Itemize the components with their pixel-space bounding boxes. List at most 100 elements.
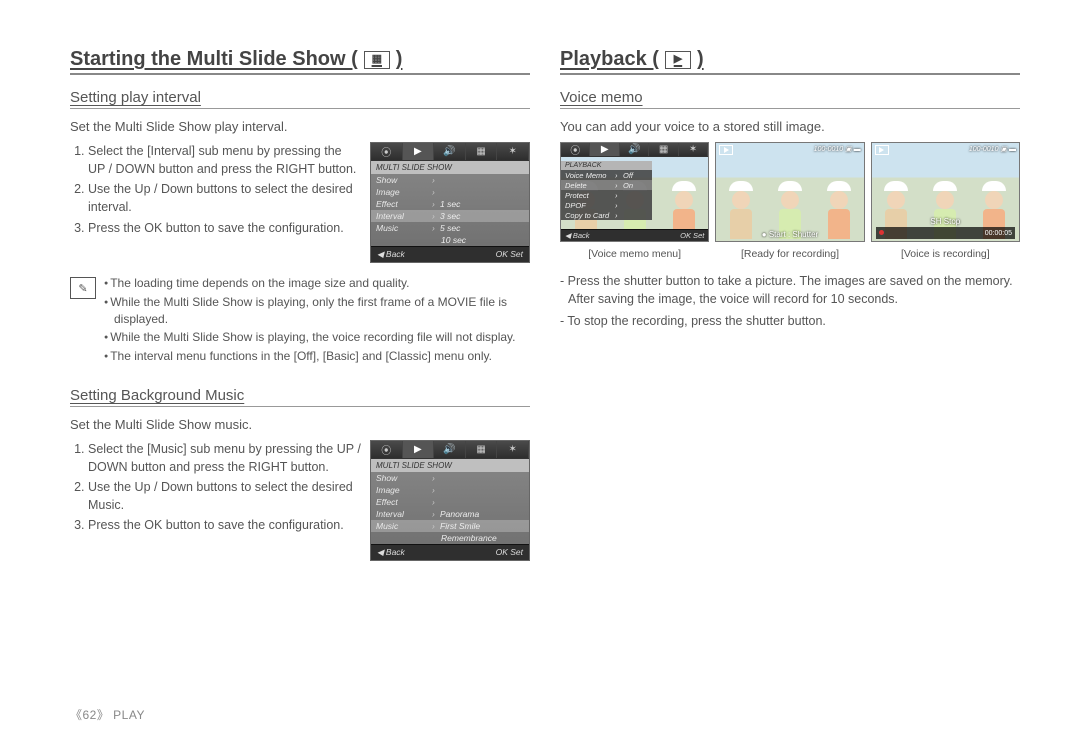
camera-menu-row: Protect› xyxy=(561,190,652,200)
footer-ok: OK Set xyxy=(496,547,523,558)
recording-bar: 00:00:05 xyxy=(876,227,1015,239)
rec-stop-label: SH Stop xyxy=(872,217,1019,226)
tab-icon: 🔊 xyxy=(620,143,649,156)
camera-menu-music: ⦿ ▶ 🔊 ▦ ✶ MULTI SLIDE SHOW Show› Image› … xyxy=(370,440,530,561)
record-dot-icon xyxy=(879,230,884,235)
left-title-close: ) xyxy=(396,48,403,71)
camera-menu-interval: ⦿ ▶ 🔊 ▦ ✶ MULTI SLIDE SHOW Show› Image› … xyxy=(370,142,530,263)
tab-icon: ▦ xyxy=(466,441,498,458)
tab-icon: ⦿ xyxy=(561,143,590,156)
camera-menu-row: Image› xyxy=(371,186,529,198)
camera-menu-row: 10 sec xyxy=(371,234,529,246)
tab-icon: ▦ xyxy=(466,143,498,160)
right-title-text: Playback ( xyxy=(560,48,659,71)
section-intro-voicememo: You can add your voice to a stored still… xyxy=(560,119,1020,134)
manual-page: Starting the Multi Slide Show ( ▦ ) Sett… xyxy=(0,0,1080,603)
camera-menu-row: Show› xyxy=(371,174,529,186)
tab-icon: ⦿ xyxy=(371,441,403,458)
play-mode-icon xyxy=(875,145,889,155)
section-heading-voicememo: Voice memo xyxy=(560,89,1020,109)
camera-menu-row: Interval›Panorama xyxy=(371,508,529,520)
right-title-close: ) xyxy=(697,48,704,71)
footer-back: ◀ Back xyxy=(377,249,405,260)
camera-menu-header: MULTI SLIDE SHOW xyxy=(371,161,529,174)
left-title-text: Starting the Multi Slide Show ( xyxy=(70,48,358,71)
interval-steps-row: Select the [Interval] sub menu by pressi… xyxy=(70,142,530,263)
interval-steps: Select the [Interval] sub menu by pressi… xyxy=(70,142,362,239)
camera-tabs: ⦿ ▶ 🔊 ▦ ✶ xyxy=(371,143,529,161)
playback-menu: PLAYBACK Voice Memo›Off Delete›On Protec… xyxy=(561,161,652,220)
music-steps: Select the [Music] sub menu by pressing … xyxy=(70,440,362,537)
camera-menu-footer: ◀ Back OK Set xyxy=(371,544,529,560)
camera-menu-list: Show› Image› Effect› Interval›Panorama M… xyxy=(371,472,529,544)
playback-icon: ▶ xyxy=(665,51,691,69)
right-main-title: Playback ( ▶ ) xyxy=(560,48,1020,75)
right-column: Playback ( ▶ ) Voice memo You can add yo… xyxy=(560,48,1020,573)
list-item: Press the OK button to save the configur… xyxy=(88,516,362,534)
footer-back: ◀ Back xyxy=(565,231,590,240)
caption: [Ready for recording] xyxy=(715,248,864,260)
footer-ok: OK Set xyxy=(680,231,704,240)
note-box: ✎ The loading time depends on the image … xyxy=(70,275,530,367)
list-item: The loading time depends on the image si… xyxy=(104,275,530,292)
multi-slide-icon: ▦ xyxy=(364,51,390,69)
camera-menu-row: Remembrance xyxy=(371,532,529,544)
camera-menu-row: DPOF› xyxy=(561,200,652,210)
camera-tabs: ⦿ ▶ 🔊 ▦ ✶ xyxy=(561,143,708,157)
section-intro-interval: Set the Multi Slide Show play interval. xyxy=(70,119,530,134)
tab-icon: ✶ xyxy=(679,143,708,156)
left-main-title: Starting the Multi Slide Show ( ▦ ) xyxy=(70,48,530,75)
camera-menu-row: Voice Memo›Off xyxy=(561,170,652,180)
tab-icon: ✶ xyxy=(497,143,529,160)
tab-icon: ▦ xyxy=(649,143,678,156)
camera-menu-row: Image› xyxy=(371,484,529,496)
tab-icon: ⦿ xyxy=(371,143,403,160)
tab-icon: ▶ xyxy=(590,143,619,156)
camera-menu-footer: ◀ Back OK Set xyxy=(561,229,708,241)
list-item: While the Multi Slide Show is playing, o… xyxy=(104,294,530,328)
caption-row: [Voice memo menu] [Ready for recording] … xyxy=(560,248,1020,260)
body-paragraph: - Press the shutter button to take a pic… xyxy=(560,272,1020,308)
footer-back: ◀ Back xyxy=(377,547,405,558)
camera-menu-header: MULTI SLIDE SHOW xyxy=(371,459,529,472)
camera-menu-footer: ◀ Back OK Set xyxy=(371,246,529,262)
tab-icon: ▶ xyxy=(403,441,435,458)
camera-tabs: ⦿ ▶ 🔊 ▦ ✶ xyxy=(371,441,529,459)
section-heading-music: Setting Background Music xyxy=(70,387,530,407)
camera-menu-row: Music›5 sec xyxy=(371,222,529,234)
note-list: The loading time depends on the image si… xyxy=(104,275,530,367)
playback-menu-header: PLAYBACK xyxy=(561,161,652,170)
list-item: Select the [Music] sub menu by pressing … xyxy=(88,440,362,476)
list-item: Use the Up / Down buttons to select the … xyxy=(88,478,362,514)
list-item: Select the [Interval] sub menu by pressi… xyxy=(88,142,362,178)
tab-icon: 🔊 xyxy=(434,441,466,458)
caption: [Voice is recording] xyxy=(871,248,1020,260)
section-intro-music: Set the Multi Slide Show music. xyxy=(70,417,530,432)
camera-menu-row-selected: Delete›On xyxy=(561,180,652,190)
screenshot-voice-recording: 100-0010 ▣ ▬ 00:00:05 SH Stop xyxy=(871,142,1020,242)
camera-menu-row: Show› xyxy=(371,472,529,484)
screenshot-ready-recording: 100-0010 ▣ ▬ ● Start : Shutter xyxy=(715,142,864,242)
footer-ok: OK Set xyxy=(496,249,523,260)
note-icon: ✎ xyxy=(70,277,96,299)
list-item: While the Multi Slide Show is playing, t… xyxy=(104,329,530,346)
camera-menu-row-selected: Interval›3 sec xyxy=(371,210,529,222)
play-mode-icon xyxy=(719,145,733,155)
screenshot-voice-memo-menu: ⦿ ▶ 🔊 ▦ ✶ PLAYBACK Voice Memo›Off Delete… xyxy=(560,142,709,242)
tab-icon: 🔊 xyxy=(434,143,466,160)
camera-menu-list: Show› Image› Effect›1 sec Interval›3 sec… xyxy=(371,174,529,246)
left-column: Starting the Multi Slide Show ( ▦ ) Sett… xyxy=(70,48,530,573)
list-item: Press the OK button to save the configur… xyxy=(88,219,362,237)
tab-icon: ▶ xyxy=(403,143,435,160)
file-indicator: 100-0010 ▣ ▬ xyxy=(969,145,1016,153)
page-footer: 《62》 PLAY xyxy=(70,706,145,723)
music-steps-row: Select the [Music] sub menu by pressing … xyxy=(70,440,530,561)
photo-row: ⦿ ▶ 🔊 ▦ ✶ PLAYBACK Voice Memo›Off Delete… xyxy=(560,142,1020,242)
body-paragraph: - To stop the recording, press the shutt… xyxy=(560,312,1020,330)
tab-icon: ✶ xyxy=(497,441,529,458)
section-heading-interval: Setting play interval xyxy=(70,89,530,109)
ready-label: ● Start : Shutter xyxy=(716,230,863,239)
file-indicator: 100-0010 ▣ ▬ xyxy=(814,145,861,153)
caption: [Voice memo menu] xyxy=(560,248,709,260)
list-item: Use the Up / Down buttons to select the … xyxy=(88,180,362,216)
